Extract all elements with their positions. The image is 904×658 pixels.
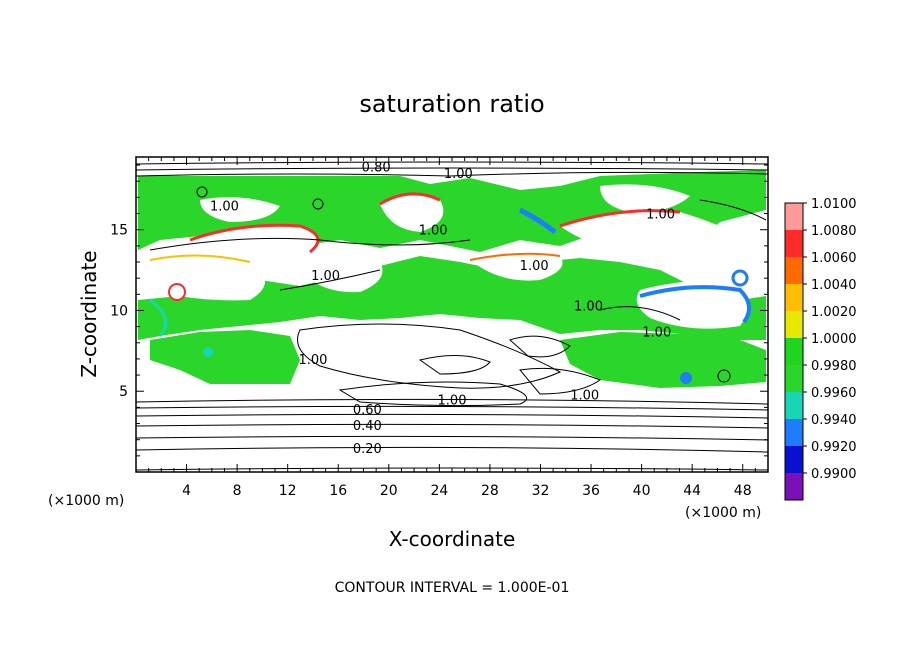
y-tick-label: 5 (119, 384, 128, 400)
subsaturated-gap-2 (380, 193, 444, 232)
edge-red-2 (379, 192, 441, 206)
x-tick-label: 8 (233, 483, 242, 499)
colorbar-frame (784, 202, 804, 501)
x-tick-label: 40 (633, 483, 651, 499)
edge-cyan-1 (149, 298, 168, 337)
colorbar-tick-label: 1.0060 (811, 251, 857, 266)
red-cell-1 (168, 283, 186, 301)
contour-label: 1.00 (520, 259, 549, 274)
contour-label: 1.00 (646, 208, 675, 223)
colorbar-swatch (785, 365, 803, 392)
x-tick-label: 32 (532, 483, 550, 499)
colorbar-tick-label: 0.9900 (811, 467, 857, 482)
y-axis: 5 10 15 (110, 164, 768, 457)
colorbar-swatch (785, 446, 803, 473)
contour-label: 1.00 (570, 388, 599, 403)
x-tick-label: 4 (182, 483, 191, 499)
supersaturated-region-right (560, 332, 766, 388)
colorbar-swatch (785, 257, 803, 284)
x-tick-label: 28 (481, 483, 499, 499)
x-axis-unit: (×1000 m) (685, 505, 761, 521)
x-tick-label: 44 (683, 483, 701, 499)
contour-label: 0.20 (353, 442, 382, 457)
cyan-cell-1 (203, 347, 213, 357)
colorbar-tick-label: 0.9920 (811, 440, 857, 455)
edge-red-1 (189, 223, 320, 254)
contour-label-layer: 0.80 1.00 1.00 1.00 1.00 1.00 1.00 1.00 1.00 1.00… (210, 161, 675, 457)
contour-label: 1.00 (438, 393, 467, 408)
x-tick-label: 20 (380, 483, 398, 499)
blue-cell-2 (680, 372, 692, 384)
colorbar-swatch (785, 203, 803, 230)
subsaturated-gap-9 (200, 197, 280, 222)
x-tick-label: 36 (582, 483, 600, 499)
y-axis-unit: (×1000 m) (48, 493, 124, 509)
contour-label: 1.00 (444, 167, 473, 182)
colorbar-swatch (785, 230, 803, 257)
colorbar-swatch (785, 419, 803, 446)
supersaturated-region-lower (150, 330, 300, 384)
contour-label: 0.80 (362, 161, 391, 176)
contour-label: 1.00 (298, 353, 327, 368)
colorbar-swatch (785, 473, 803, 500)
x-tick-label: 48 (734, 483, 752, 499)
colorbar-tick-label: 0.9980 (811, 359, 857, 374)
colorbar-tick-label: 1.0020 (811, 305, 857, 320)
field-layer (136, 157, 768, 472)
x-axis: 4 8 12 16 20 24 28 32 36 40 44 48 (148, 157, 756, 499)
subsaturated-gap-7 (470, 253, 563, 281)
contour-label: 1.00 (210, 199, 239, 214)
colorbar-tick-label: 1.0100 (811, 197, 857, 212)
edge-orange-1 (149, 254, 251, 263)
subsaturated-gap-6 (300, 260, 383, 293)
contour-label: 1.00 (311, 269, 340, 284)
colorbar-tick-label: 0.9940 (811, 413, 857, 428)
x-tick-label: 16 (329, 483, 347, 499)
edge-red-3 (559, 209, 681, 228)
contour-label: 0.40 (353, 419, 382, 434)
subsaturated-gap-8 (636, 281, 749, 329)
chart-title: saturation ratio (359, 90, 544, 118)
colorbar-tick-label: 1.0000 (811, 332, 857, 347)
colorbar-swatch (785, 311, 803, 338)
contour-interval-note: CONTOUR INTERVAL = 1.000E-01 (335, 580, 570, 596)
x-tick-label: 12 (279, 483, 297, 499)
colorbar-tick-label: 0.9960 (811, 386, 857, 401)
subsaturated-gap-3 (560, 210, 756, 258)
supersaturated-region-middle (138, 256, 766, 340)
x-axis-title: X-coordinate (389, 527, 516, 551)
contour-label: 0.60 (353, 403, 382, 418)
contour-label: 1.00 (419, 224, 448, 239)
y-axis-title: Z-coordinate (77, 250, 101, 377)
contour-label: 1.00 (642, 325, 671, 340)
x-tick-label: 24 (430, 483, 448, 499)
contour-label: 1.00 (574, 300, 603, 315)
subsaturated-gap-1 (187, 225, 318, 260)
colorbar-swatch (785, 284, 803, 311)
colorbar-swatch (785, 392, 803, 419)
y-tick-label: 10 (110, 303, 128, 319)
colorbar-tick-label: 1.0080 (811, 224, 857, 239)
colorbar-tick-label: 1.0040 (811, 278, 857, 293)
edge-blue-1 (518, 207, 557, 234)
y-tick-label: 15 (110, 223, 128, 239)
colorbar-swatch (785, 338, 803, 365)
edge-blue-2 (639, 285, 752, 324)
colorbar: 1.0100 1.0080 1.0060 1.0040 1.0020 1.0000 0.99… (784, 197, 857, 501)
subsaturated-gap-4 (600, 184, 690, 213)
blue-cell-1 (731, 269, 749, 287)
edge-orange-2 (469, 252, 561, 261)
